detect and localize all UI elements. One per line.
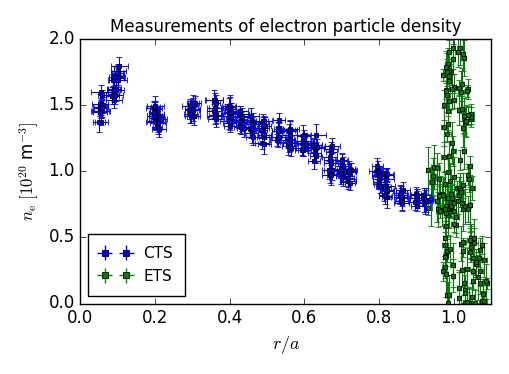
Legend: CTS, ETS: CTS, ETS	[88, 234, 185, 296]
X-axis label: $r/a$: $r/a$	[272, 334, 300, 356]
Y-axis label: $n_{\rm e}$ $[10^{20}$ m$^{-3}]$: $n_{\rm e}$ $[10^{20}$ m$^{-3}]$	[18, 122, 42, 221]
Title: Measurements of electron particle density: Measurements of electron particle densit…	[110, 18, 462, 36]
